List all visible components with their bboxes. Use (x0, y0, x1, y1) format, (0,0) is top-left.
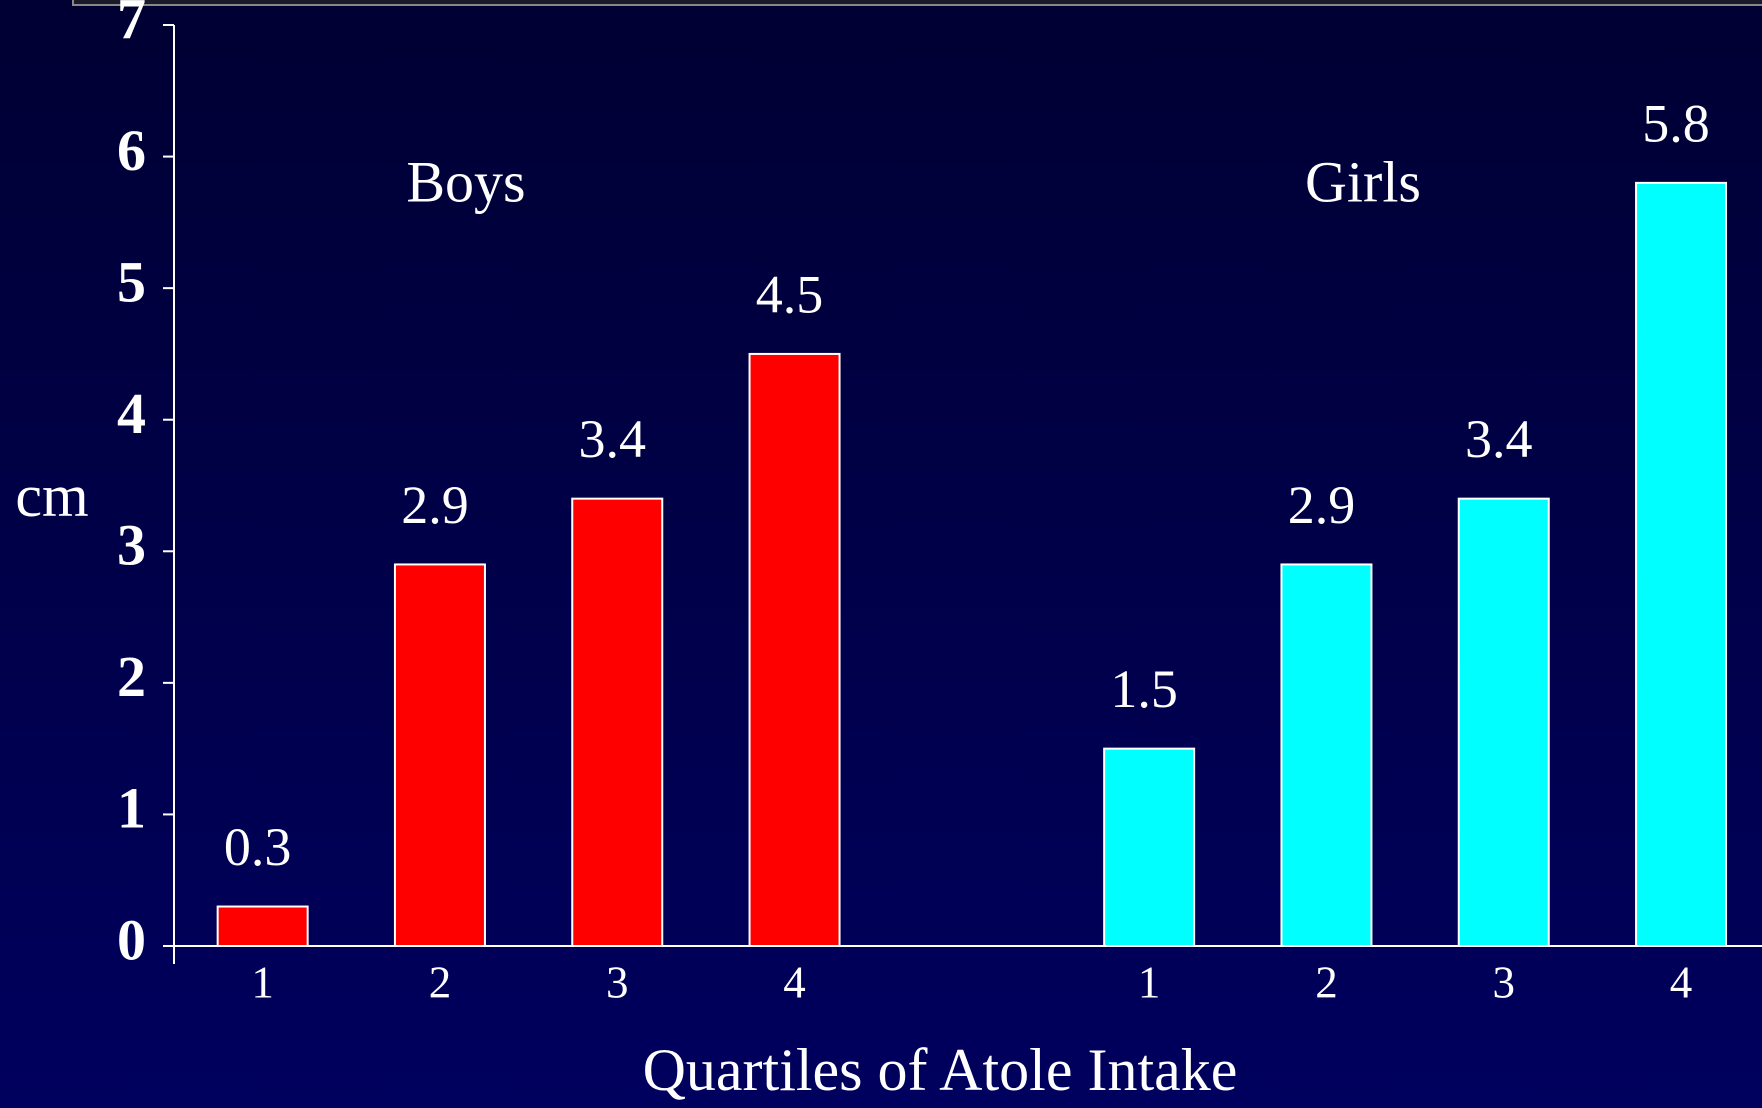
x-tick-label: 3 (606, 957, 629, 1007)
x-tick-label: 3 (1493, 957, 1516, 1007)
bar (216, 905, 309, 947)
x-tick-label: 2 (429, 957, 452, 1007)
bar (1457, 497, 1550, 947)
value-label: 2.9 (401, 475, 469, 535)
y-tick-label: 6 (117, 118, 146, 183)
x-tick-label: 1 (251, 957, 274, 1007)
x-tick-label: 2 (1315, 957, 1338, 1007)
bar (748, 352, 841, 947)
y-axis-label: cm (15, 463, 88, 529)
bar (393, 563, 486, 947)
y-tick-label: 3 (117, 513, 146, 578)
bar (1103, 747, 1196, 948)
value-label: 4.5 (756, 264, 824, 324)
y-tick-label: 4 (117, 381, 146, 446)
x-tick-label: 1 (1138, 957, 1161, 1007)
value-label: 3.4 (579, 409, 647, 469)
series-label: Boys (406, 149, 525, 214)
x-tick-label: 4 (1670, 957, 1693, 1007)
frame-edge (72, 0, 1762, 6)
x-axis-label: Quartiles of Atole Intake (643, 1037, 1238, 1103)
y-tick-label: 2 (117, 644, 146, 709)
y-tick-label: 0 (117, 907, 146, 972)
bar (1635, 181, 1728, 947)
value-label: 3.4 (1465, 409, 1533, 469)
x-tick-label: 4 (783, 957, 806, 1007)
series-label: Girls (1305, 149, 1421, 214)
value-label: 1.5 (1110, 659, 1178, 719)
y-tick-label: 1 (117, 776, 146, 841)
value-label: 5.8 (1642, 93, 1710, 153)
y-tick-label: 5 (117, 249, 146, 314)
value-label: 0.3 (224, 817, 292, 877)
y-tick-label: 7 (117, 0, 146, 51)
bar (571, 497, 664, 947)
value-label: 2.9 (1288, 475, 1356, 535)
bar (1280, 563, 1373, 947)
